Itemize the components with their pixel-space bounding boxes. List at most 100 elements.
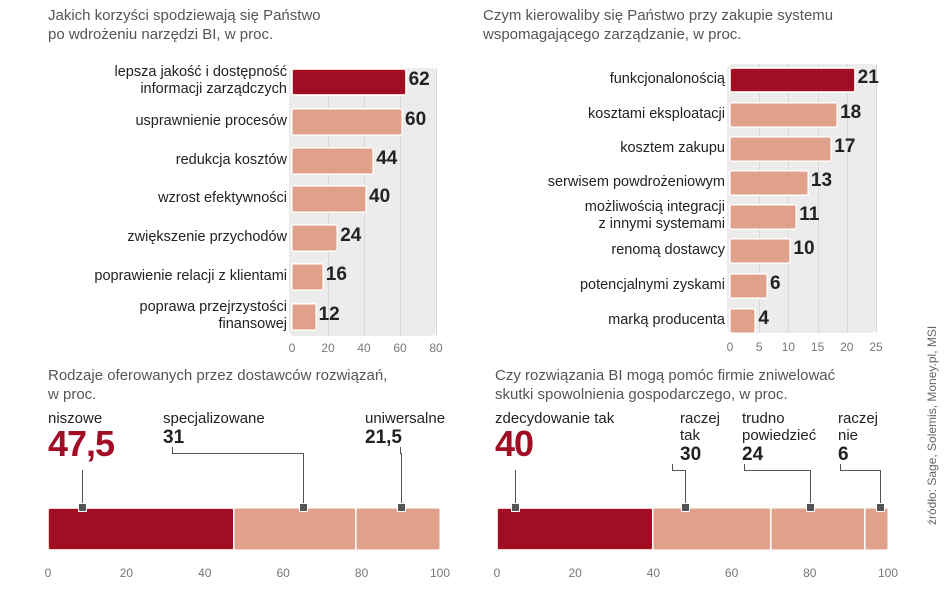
category-label: usprawnienie procesów [135, 112, 287, 129]
value-label: 31 [163, 427, 185, 448]
leader-line [400, 453, 401, 454]
leader-line [744, 470, 810, 471]
value-label: 6 [838, 444, 849, 465]
x-tick-label: 20 [568, 566, 582, 580]
category-label: poprawienie relacji z klientami [94, 267, 287, 284]
bar [292, 109, 402, 135]
title-line: w proc. [48, 386, 97, 403]
category-label: raczej tak [680, 410, 721, 444]
stacked-segment [497, 508, 654, 550]
bar [292, 225, 338, 251]
bar [292, 69, 406, 95]
source-note: źródło: Sage, Solemis, Money.pl, MSI [925, 325, 939, 525]
chart3-title: Rodzaje oferowanych przez dostawców rozw… [48, 366, 387, 404]
marker [78, 503, 88, 512]
x-tick-label: 5 [755, 340, 763, 354]
x-tick-label: 0 [44, 566, 52, 580]
x-tick-label: 100 [429, 566, 451, 580]
value-label: 13 [810, 170, 833, 191]
leader-line [82, 470, 84, 508]
gridline [436, 68, 437, 336]
stacked-segment [653, 508, 771, 550]
bar [730, 103, 838, 127]
leader-line [684, 470, 686, 508]
x-tick-label: 10 [781, 340, 796, 354]
stacked-segment [48, 508, 235, 550]
x-tick-label: 80 [354, 566, 369, 580]
leader-line [880, 470, 882, 508]
chart1-title: Jakich korzyści spodziewają się Państwo p… [48, 6, 321, 44]
category-label: zdecydowanie tak [495, 410, 615, 427]
highlight-value: 40 [495, 423, 534, 464]
x-tick-label: 0 [288, 341, 296, 355]
value-label: 30 [680, 444, 702, 465]
gridline [759, 64, 761, 333]
marker [876, 503, 886, 512]
value-label: 11 [799, 204, 820, 225]
gridline [817, 64, 819, 333]
x-tick-label: 15 [810, 340, 825, 354]
bar [292, 304, 316, 330]
category-label: niszowe [48, 410, 103, 427]
highlight-value: 47,5 [48, 423, 115, 464]
bar [730, 205, 797, 229]
value-label: 24 [742, 444, 764, 465]
stacked-segment [770, 508, 865, 550]
bar [730, 137, 832, 161]
leader-line [840, 464, 841, 470]
leader-line [400, 453, 402, 508]
title-line: po wdrożeniu narzędzi BI, w proc. [48, 26, 274, 43]
category-label: raczej nie [838, 410, 879, 444]
gridline [400, 68, 401, 336]
x-tick-label: 60 [724, 566, 739, 580]
x-tick-label: 40 [646, 566, 661, 580]
category-label: serwisem powdrożeniowym [547, 173, 725, 190]
category-label: trudno powiedzieć [742, 410, 817, 444]
title-line: Rodzaje oferowanych przez dostawców rozw… [48, 367, 388, 384]
bar [730, 68, 855, 92]
x-tick-label: 60 [276, 566, 290, 580]
value-label: 40 [369, 186, 391, 207]
leader-line [172, 447, 173, 453]
x-tick-label: 0 [726, 340, 734, 354]
value-label: 44 [376, 148, 398, 169]
value-label: 12 [318, 304, 340, 325]
value-label: 4 [758, 308, 769, 329]
value-label: 10 [793, 238, 815, 259]
x-tick-label: 80 [803, 566, 817, 580]
category-label: zwiększenie przychodów [127, 228, 287, 245]
marker [396, 503, 406, 512]
x-tick-label: 80 [429, 341, 443, 355]
chart4-title: Czy rozwiązania BI mogą pomóc firmie zni… [495, 366, 835, 404]
stacked-segment [234, 508, 356, 550]
bar [292, 186, 366, 212]
category-label: lepsza jakość i dostępność informacji zar… [114, 64, 288, 97]
leader-line [514, 470, 516, 508]
marker [680, 503, 690, 512]
category-label: funkcjonalonością [609, 70, 725, 87]
gridline [876, 64, 877, 333]
value-label: 18 [840, 102, 862, 123]
x-tick-label: 40 [357, 341, 371, 355]
category-label: możliwością integracji z innymi systemami [584, 199, 725, 232]
x-tick-label: 20 [321, 341, 335, 355]
value-label: 21,5 [365, 427, 402, 448]
gridline [788, 64, 790, 333]
value-label: 16 [325, 264, 347, 285]
x-tick-label: 0 [493, 566, 501, 580]
chart2-title: Czym kierowaliby się Państwo przy zakupi… [483, 6, 833, 44]
marker [298, 503, 308, 512]
value-label: 6 [770, 273, 781, 294]
value-label: 60 [405, 109, 427, 130]
value-label: 24 [340, 225, 362, 246]
category-label: wzrost efektywności [158, 189, 287, 206]
leader-line [302, 453, 304, 508]
bar [730, 171, 808, 195]
category-label: marką producenta [608, 311, 725, 328]
value-label: 62 [408, 69, 430, 90]
bar [730, 274, 768, 298]
leader-line [400, 447, 401, 453]
x-tick-label: 20 [840, 340, 854, 354]
marker [805, 503, 815, 512]
